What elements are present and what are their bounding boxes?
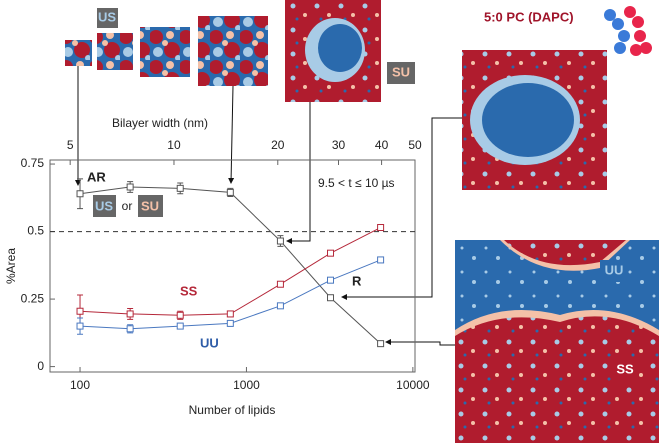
y-tick-label: 0 bbox=[37, 359, 44, 373]
x2-tick-label: 10 bbox=[167, 138, 181, 152]
point bbox=[377, 224, 385, 232]
point bbox=[377, 340, 385, 348]
x2-tick-label: 30 bbox=[332, 138, 346, 152]
series-line bbox=[80, 259, 381, 330]
point bbox=[226, 310, 234, 318]
point bbox=[276, 237, 284, 245]
point bbox=[76, 307, 84, 315]
x-axis-label: Number of lipids bbox=[189, 403, 276, 417]
annotation: or bbox=[122, 199, 133, 213]
x-tick-label: 100 bbox=[70, 378, 90, 392]
point bbox=[76, 322, 84, 330]
annotation: 9.5 < t ≤ 10 µs bbox=[318, 176, 395, 190]
point bbox=[176, 184, 184, 192]
annotation: US bbox=[95, 198, 113, 213]
series-label: SS bbox=[180, 283, 198, 298]
x2-tick-label: 20 bbox=[271, 138, 285, 152]
x2-tick-label: 5 bbox=[67, 138, 74, 152]
annotation: US bbox=[98, 9, 116, 24]
x2-axis-label: Bilayer width (nm) bbox=[112, 116, 208, 130]
x2-tick-label: 40 bbox=[375, 138, 389, 152]
x-tick-label: 10000 bbox=[396, 378, 430, 392]
annotation: SU bbox=[392, 64, 410, 79]
point bbox=[126, 325, 134, 333]
point bbox=[276, 302, 284, 310]
point bbox=[226, 188, 234, 196]
y-axis-label: %Area bbox=[4, 248, 18, 284]
point bbox=[76, 190, 84, 198]
snapshots bbox=[65, 0, 659, 443]
annotation: R bbox=[352, 273, 362, 288]
point bbox=[276, 280, 284, 288]
plot-frame bbox=[49, 159, 416, 373]
y-tick-label: 0.75 bbox=[21, 156, 45, 170]
point bbox=[377, 256, 385, 264]
annotation: SU bbox=[141, 198, 159, 213]
molecule-icon bbox=[604, 6, 652, 56]
arrows bbox=[75, 66, 462, 346]
annotation: 5:0 PC (DAPC) bbox=[484, 9, 574, 24]
point bbox=[327, 294, 335, 302]
series-label: UU bbox=[200, 335, 219, 350]
y-tick-label: 0.5 bbox=[27, 224, 44, 238]
y-tick-label: 0.25 bbox=[21, 291, 45, 305]
point bbox=[327, 249, 335, 257]
point bbox=[176, 311, 184, 319]
annotation: UU bbox=[605, 262, 624, 277]
x-tick-label: 1000 bbox=[233, 378, 260, 392]
series-label: AR bbox=[87, 169, 106, 184]
point bbox=[226, 319, 234, 327]
point bbox=[126, 183, 134, 191]
point bbox=[176, 322, 184, 330]
x2-tick-label: 50 bbox=[408, 138, 422, 152]
point bbox=[126, 310, 134, 318]
point bbox=[327, 276, 335, 284]
annotation: SS bbox=[616, 361, 634, 376]
